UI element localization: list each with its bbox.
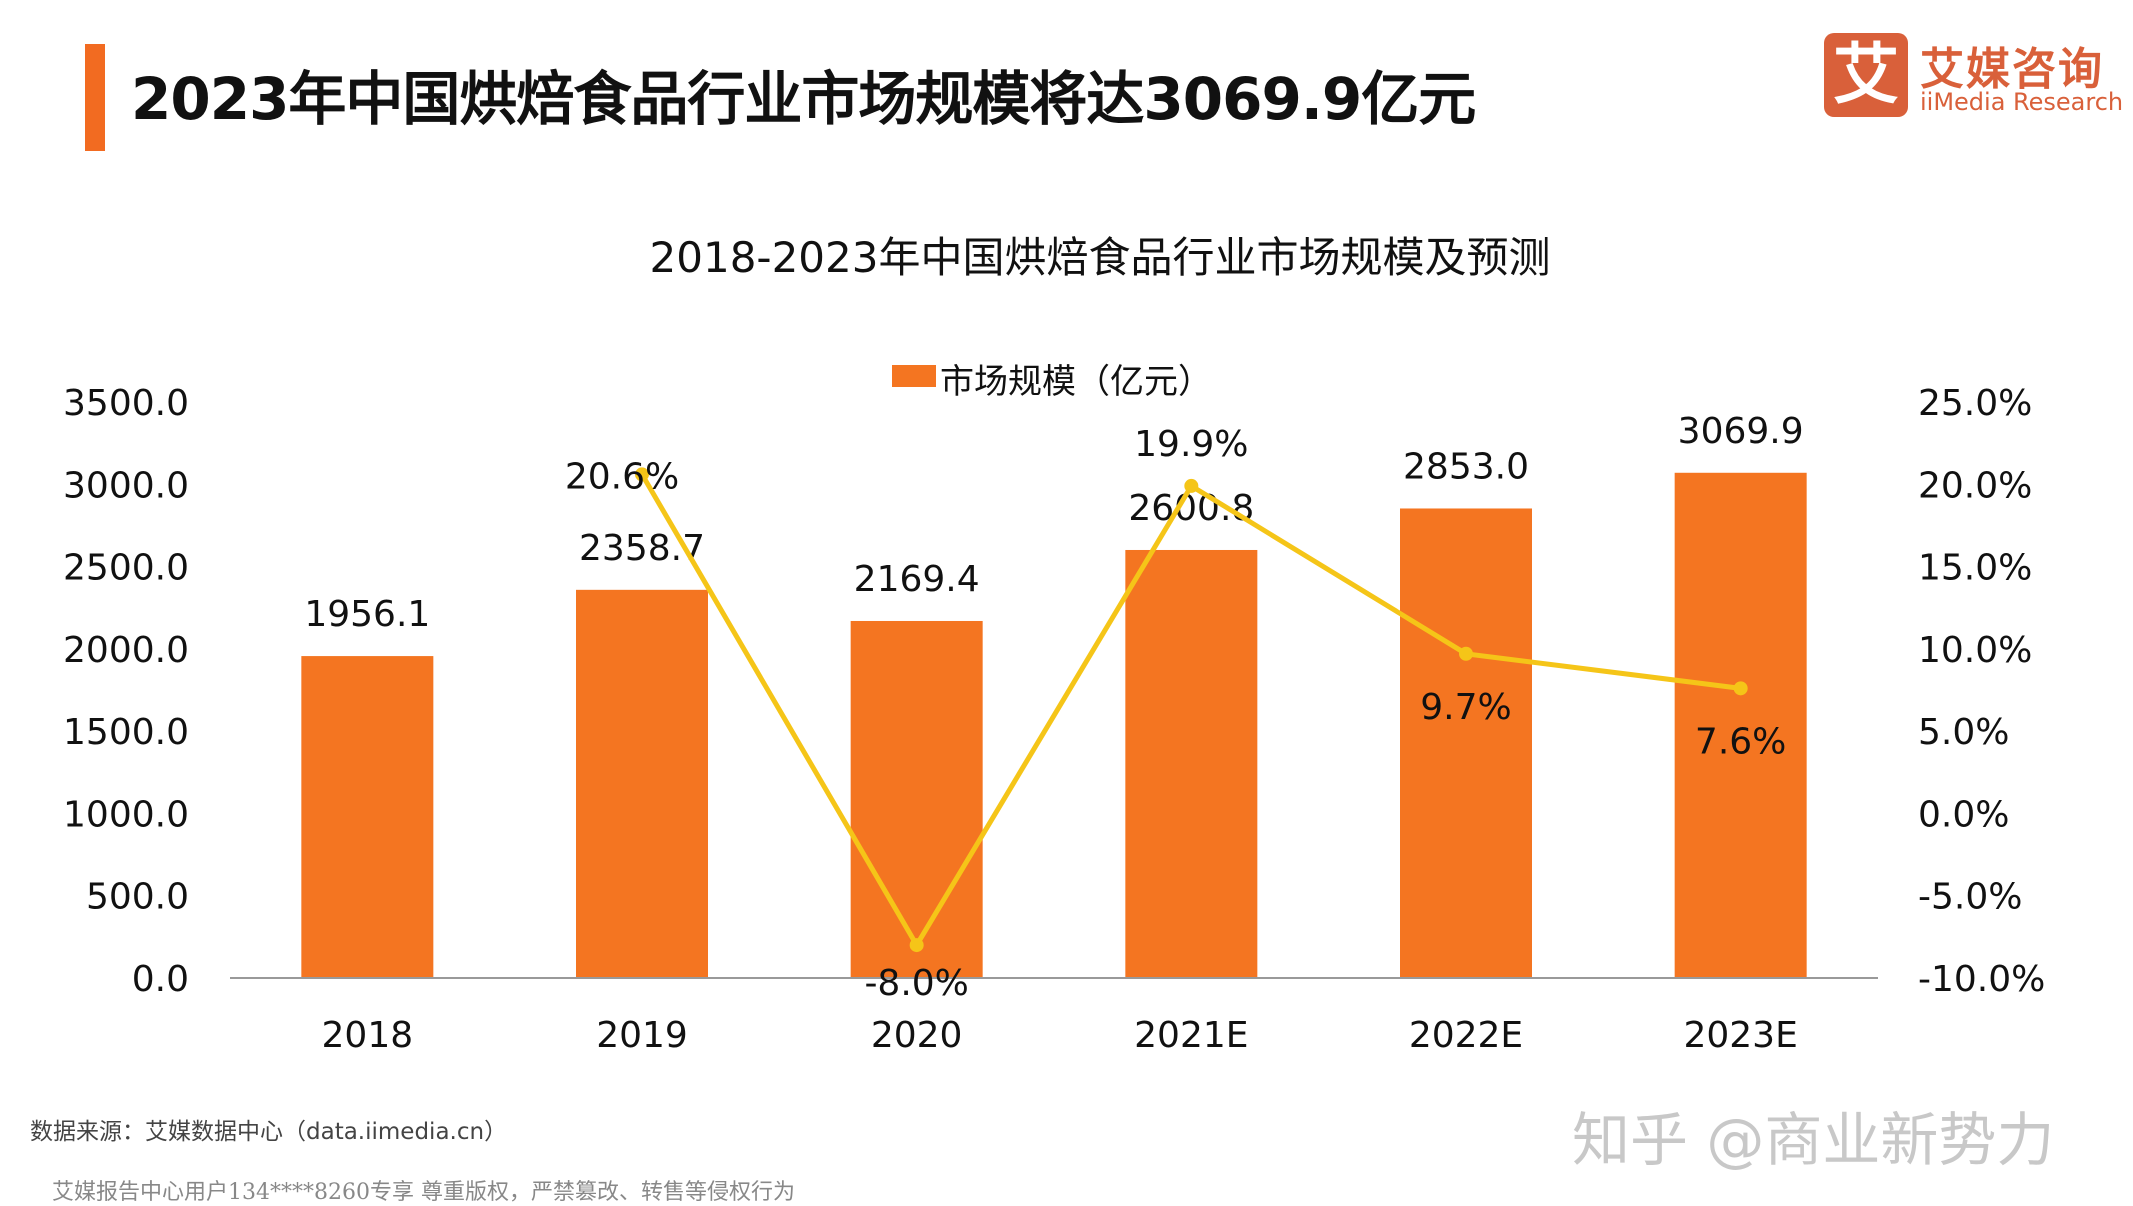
- bar-value-label: 2600.8: [1128, 488, 1254, 529]
- bar: [301, 656, 434, 978]
- bar-value-label: 2169.4: [854, 559, 980, 600]
- zhihu-watermark: 知乎 @商业新势力: [1572, 1106, 2055, 1174]
- y-left-tick-label: 2000.0: [63, 630, 189, 671]
- logo-cn-text: 艾媒咨询: [1920, 44, 2104, 95]
- bar: [1674, 472, 1807, 978]
- legend-label: 市场规模（亿元）: [940, 362, 1212, 402]
- bar-value-label: 3069.9: [1678, 411, 1804, 452]
- y-left-tick-label: 3000.0: [63, 465, 189, 506]
- bar-value-label: 1956.1: [304, 594, 430, 635]
- growth-point: [1733, 681, 1748, 696]
- growth-label: 7.6%: [1695, 721, 1786, 762]
- y-left-tick-label: 2500.0: [63, 548, 189, 589]
- y-right-tick-label: 20.0%: [1918, 465, 2032, 506]
- growth-label: 19.9%: [1134, 424, 1248, 465]
- growth-label: -8.0%: [864, 963, 968, 1004]
- y-left-tick-label: 3500.0: [63, 383, 189, 424]
- y-right-tick-label: 5.0%: [1918, 712, 2009, 753]
- x-tick-label: 2023E: [1683, 1015, 1797, 1056]
- growth-point: [635, 467, 649, 482]
- y-right-tick-label: 0.0%: [1918, 794, 2009, 835]
- y-left-tick-label: 1500.0: [63, 712, 189, 753]
- y-left-tick-label: 1000.0: [63, 794, 189, 835]
- title-accent-bar: [85, 44, 105, 151]
- y-left-tick-label: 0.0: [132, 959, 189, 1000]
- x-tick-label: 2022E: [1409, 1015, 1523, 1056]
- growth-point: [909, 938, 924, 953]
- x-tick-label: 2020: [871, 1015, 963, 1056]
- bar: [1125, 549, 1258, 978]
- growth-point: [1184, 478, 1199, 493]
- logo-en-text: iiMedia Research: [1920, 88, 2124, 116]
- y-right-tick-label: 15.0%: [1918, 548, 2032, 589]
- growth-label: 9.7%: [1420, 687, 1511, 728]
- y-right-tick-label: -10.0%: [1918, 959, 2045, 1000]
- source-note: 数据来源：艾媒数据中心（data.iimedia.cn）: [30, 1119, 508, 1145]
- growth-point: [1459, 646, 1473, 661]
- bar: [850, 620, 983, 978]
- x-tick-label: 2019: [596, 1015, 688, 1056]
- chart-title: 2018-2023年中国烘焙食品行业市场规模及预测: [650, 233, 1551, 282]
- x-tick-label: 2021E: [1134, 1015, 1248, 1056]
- legend-swatch: [892, 365, 936, 387]
- y-right-tick-label: 25.0%: [1918, 383, 2032, 424]
- page-title: 2023年中国烘焙食品行业市场规模将达3069.9亿元: [131, 65, 1476, 133]
- y-left-tick-label: 500.0: [86, 877, 189, 918]
- x-tick-label: 2018: [322, 1015, 414, 1056]
- growth-label: 20.6%: [565, 456, 679, 497]
- logo-mark: 艾: [1824, 33, 1908, 117]
- bar-value-label: 2853.0: [1403, 446, 1529, 487]
- copyright-notice: 艾媒报告中心用户134****8260专享 尊重版权，严禁篡改、转售等侵权行为: [52, 1180, 795, 1205]
- iimedia-logo: 艾 艾媒咨询 iiMedia Research: [1824, 33, 2124, 121]
- y-right-tick-label: -5.0%: [1918, 877, 2022, 918]
- y-right-tick-label: 10.0%: [1918, 630, 2032, 671]
- bar: [1400, 508, 1532, 978]
- bar: [576, 589, 708, 978]
